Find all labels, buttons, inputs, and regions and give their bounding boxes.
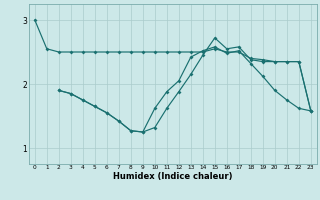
X-axis label: Humidex (Indice chaleur): Humidex (Indice chaleur) xyxy=(113,172,233,181)
